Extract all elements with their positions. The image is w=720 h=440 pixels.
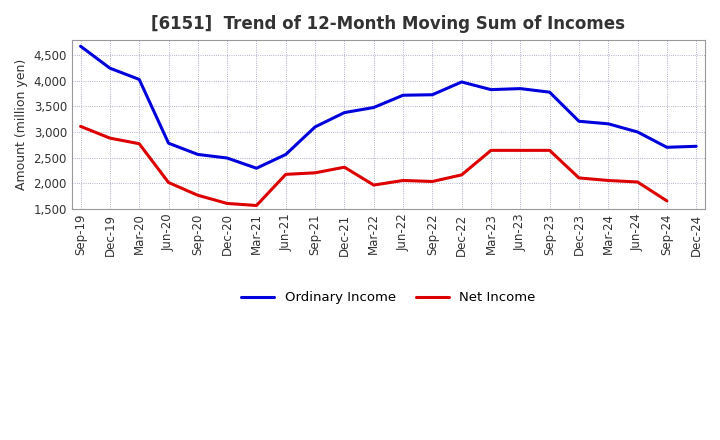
- Net Income: [604, 178, 613, 183]
- Ordinary Income: [135, 77, 143, 82]
- Ordinary Income: [428, 92, 437, 97]
- Net Income: [399, 178, 408, 183]
- Ordinary Income: [194, 152, 202, 157]
- Ordinary Income: [311, 124, 320, 129]
- Line: Ordinary Income: Ordinary Income: [81, 46, 696, 168]
- Ordinary Income: [516, 86, 525, 91]
- Net Income: [311, 170, 320, 176]
- Net Income: [516, 148, 525, 153]
- Ordinary Income: [369, 105, 378, 110]
- Ordinary Income: [399, 92, 408, 98]
- Net Income: [428, 179, 437, 184]
- Net Income: [164, 180, 173, 185]
- Net Income: [369, 183, 378, 188]
- Net Income: [634, 180, 642, 185]
- Net Income: [487, 148, 495, 153]
- Ordinary Income: [634, 129, 642, 135]
- Ordinary Income: [223, 155, 232, 161]
- Ordinary Income: [575, 119, 583, 124]
- Ordinary Income: [604, 121, 613, 126]
- Ordinary Income: [662, 145, 671, 150]
- Legend: Ordinary Income, Net Income: Ordinary Income, Net Income: [236, 286, 541, 309]
- Ordinary Income: [457, 79, 466, 84]
- Net Income: [545, 148, 554, 153]
- Ordinary Income: [252, 165, 261, 171]
- Net Income: [76, 124, 85, 129]
- Net Income: [575, 175, 583, 180]
- Y-axis label: Amount (million yen): Amount (million yen): [15, 59, 28, 190]
- Ordinary Income: [106, 66, 114, 71]
- Net Income: [282, 172, 290, 177]
- Net Income: [106, 136, 114, 141]
- Ordinary Income: [340, 110, 348, 115]
- Line: Net Income: Net Income: [81, 126, 667, 205]
- Title: [6151]  Trend of 12-Month Moving Sum of Incomes: [6151] Trend of 12-Month Moving Sum of I…: [151, 15, 626, 33]
- Net Income: [223, 201, 232, 206]
- Ordinary Income: [692, 143, 701, 149]
- Ordinary Income: [282, 152, 290, 157]
- Net Income: [194, 193, 202, 198]
- Ordinary Income: [487, 87, 495, 92]
- Ordinary Income: [164, 140, 173, 146]
- Net Income: [662, 198, 671, 204]
- Net Income: [340, 165, 348, 170]
- Ordinary Income: [545, 89, 554, 95]
- Net Income: [457, 172, 466, 177]
- Net Income: [252, 203, 261, 208]
- Ordinary Income: [76, 44, 85, 49]
- Net Income: [135, 141, 143, 147]
